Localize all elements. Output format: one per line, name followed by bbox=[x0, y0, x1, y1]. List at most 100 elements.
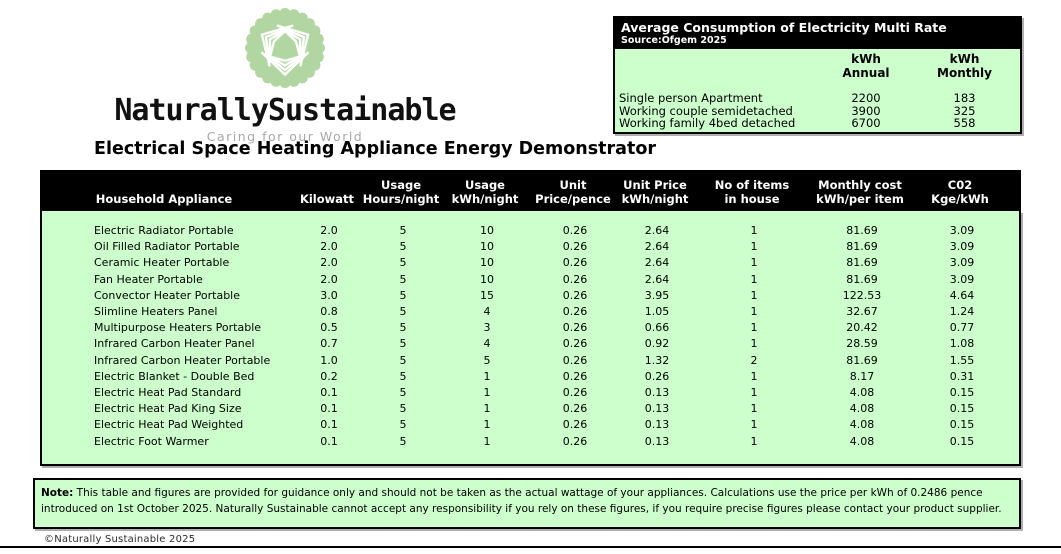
consumption-row-label: Single person Apartment bbox=[619, 91, 763, 106]
table-cell: 1 bbox=[750, 369, 758, 383]
table-cell: 1 bbox=[750, 386, 758, 400]
table-cell: 4.08 bbox=[849, 434, 875, 448]
consumption-box: Average Consumption of Electricity Multi… bbox=[613, 16, 1022, 134]
table-cell: 4 bbox=[483, 305, 491, 319]
consumption-row: Working couple semidetached 3900 325 bbox=[615, 105, 1020, 118]
table-cell: 3.09 bbox=[949, 224, 975, 237]
spacer bbox=[1008, 304, 1019, 320]
column-header: Unit Price kWh/night bbox=[621, 178, 689, 206]
consumption-monthly-value: 183 bbox=[953, 91, 976, 106]
spacer bbox=[1008, 385, 1019, 401]
appliance-name-cell: Ceramic Heater Portable bbox=[94, 256, 230, 270]
table-cell: 0.13 bbox=[644, 386, 670, 400]
consumption-annual-value: 3900 bbox=[851, 103, 881, 118]
spacer bbox=[1008, 223, 1019, 239]
table-cell: 4.64 bbox=[949, 288, 975, 302]
note-label: Note: bbox=[41, 487, 74, 499]
table-cell: 81.69 bbox=[846, 272, 878, 286]
table-cell: 0.8 bbox=[320, 305, 338, 319]
table-cell: 1.32 bbox=[644, 353, 670, 367]
table-cell: 1.0 bbox=[320, 353, 338, 367]
spacer bbox=[1008, 255, 1019, 271]
table-cell: 2.64 bbox=[644, 240, 670, 254]
table-cell: 1 bbox=[483, 418, 491, 432]
appliance-name-cell: Infrared Carbon Heater Panel bbox=[94, 337, 255, 351]
appliance-name-cell: Electric Heat Pad King Size bbox=[94, 402, 242, 416]
table-cell: 0.5 bbox=[320, 321, 338, 335]
table-cell: 0.26 bbox=[562, 337, 588, 351]
table-cell: 1 bbox=[750, 305, 758, 319]
table-cell: 5 bbox=[399, 305, 407, 319]
column-header: Kilowatt bbox=[299, 191, 355, 206]
consumption-column-headers: kWh Annual kWh Monthly bbox=[615, 52, 1020, 80]
brand-tagline: Caring for our World bbox=[206, 129, 364, 144]
appliance-name-cell: Electric Foot Warmer bbox=[94, 434, 209, 448]
table-cell: 0.77 bbox=[949, 321, 975, 335]
table-row: Fan Heater Portable 2.0 5 10 0.26 2.64 1 81.69 3… bbox=[42, 272, 1019, 288]
table-row: Infrared Carbon Heater Panel 0.7 5 4 0.26 0.9… bbox=[42, 336, 1019, 352]
spacer bbox=[1006, 170, 1021, 211]
consumption-row-label: Working couple semidetached bbox=[619, 103, 793, 118]
table-cell: 2.64 bbox=[644, 272, 670, 286]
table-row: Electric Heat Pad Weighted 0.1 5 1 0.26 0.13 1… bbox=[42, 417, 1019, 433]
table-cell: 3.95 bbox=[644, 288, 670, 302]
table-cell: 20.42 bbox=[846, 321, 878, 335]
consumption-row-label: Working family 4bed detached bbox=[619, 116, 796, 131]
table-cell: 1 bbox=[483, 386, 491, 400]
table-cell: 0.26 bbox=[562, 321, 588, 335]
table-cell: 8.17 bbox=[849, 369, 875, 383]
table-cell: 81.69 bbox=[846, 256, 878, 270]
table-cell: 0.15 bbox=[949, 418, 975, 432]
footer-divider bbox=[0, 546, 1061, 548]
table-cell: 1 bbox=[750, 337, 758, 351]
spacer bbox=[1008, 288, 1019, 304]
table-cell: 1.24 bbox=[949, 305, 975, 319]
table-cell: 5 bbox=[399, 321, 407, 335]
table-cell: 5 bbox=[399, 256, 407, 270]
table-row: Ceramic Heater Portable 2.0 5 10 0.26 2.64 1 81… bbox=[42, 255, 1019, 271]
brand-logo-badge-icon bbox=[245, 8, 325, 88]
table-cell: 0.66 bbox=[644, 321, 670, 335]
footer-copyright: ©Naturally Sustainable 2025 bbox=[44, 534, 196, 545]
table-cell: 0.26 bbox=[562, 224, 588, 237]
spacer bbox=[1008, 434, 1019, 450]
table-cell: 4.08 bbox=[849, 418, 875, 432]
table-cell: 0.26 bbox=[562, 305, 588, 319]
table-cell: 4.08 bbox=[849, 386, 875, 400]
table-cell: 0.26 bbox=[562, 272, 588, 286]
table-row: Electric Radiator Portable 2.0 5 10 0.26 2.64… bbox=[42, 223, 1019, 239]
table-cell: 0.92 bbox=[644, 337, 670, 351]
table-cell: 1 bbox=[750, 272, 758, 286]
table-cell: 0.15 bbox=[949, 434, 975, 448]
appliance-name-cell: Multipurpose Heaters Portable bbox=[94, 321, 262, 335]
table-cell: 0.13 bbox=[644, 402, 670, 416]
consumption-annual-value: 2200 bbox=[851, 91, 881, 106]
table-cell: 2 bbox=[750, 353, 758, 367]
table-cell: 1.08 bbox=[949, 337, 975, 351]
appliance-name-cell: Electric Radiator Portable bbox=[94, 224, 234, 237]
table-row: Multipurpose Heaters Portable 0.5 5 3 0.26 0.… bbox=[42, 320, 1019, 336]
appliance-name-cell: Oil Filled Radiator Portable bbox=[94, 240, 240, 254]
consumption-annual-value: 6700 bbox=[851, 116, 881, 131]
table-cell: 0.26 bbox=[644, 369, 670, 383]
table-cell: 3.09 bbox=[949, 272, 975, 286]
column-header: No of items in house bbox=[714, 178, 790, 206]
table-cell: 1 bbox=[483, 402, 491, 416]
table-cell: 5 bbox=[399, 288, 407, 302]
consumption-box-header: Average Consumption of Electricity Multi… bbox=[615, 18, 1020, 49]
table-cell: 1 bbox=[750, 240, 758, 254]
consumption-box-title: Average Consumption of Electricity Multi… bbox=[621, 20, 947, 35]
scalloped-circle bbox=[245, 8, 325, 88]
table-cell: 5 bbox=[399, 353, 407, 367]
column-header: Unit Price/pence bbox=[535, 178, 611, 206]
trefoil-icon bbox=[248, 13, 322, 77]
table-row: Slimline Heaters Panel 0.8 5 4 0.26 1.05 1 32.6… bbox=[42, 304, 1019, 320]
page-title: Electrical Space Heating Appliance Energ… bbox=[94, 139, 656, 159]
table-cell: 0.26 bbox=[562, 386, 588, 400]
table-cell: 2.0 bbox=[320, 256, 338, 270]
spacer bbox=[1008, 417, 1019, 433]
table-cell: 5 bbox=[399, 386, 407, 400]
spacer bbox=[1008, 239, 1019, 255]
table-cell: 0.26 bbox=[562, 256, 588, 270]
